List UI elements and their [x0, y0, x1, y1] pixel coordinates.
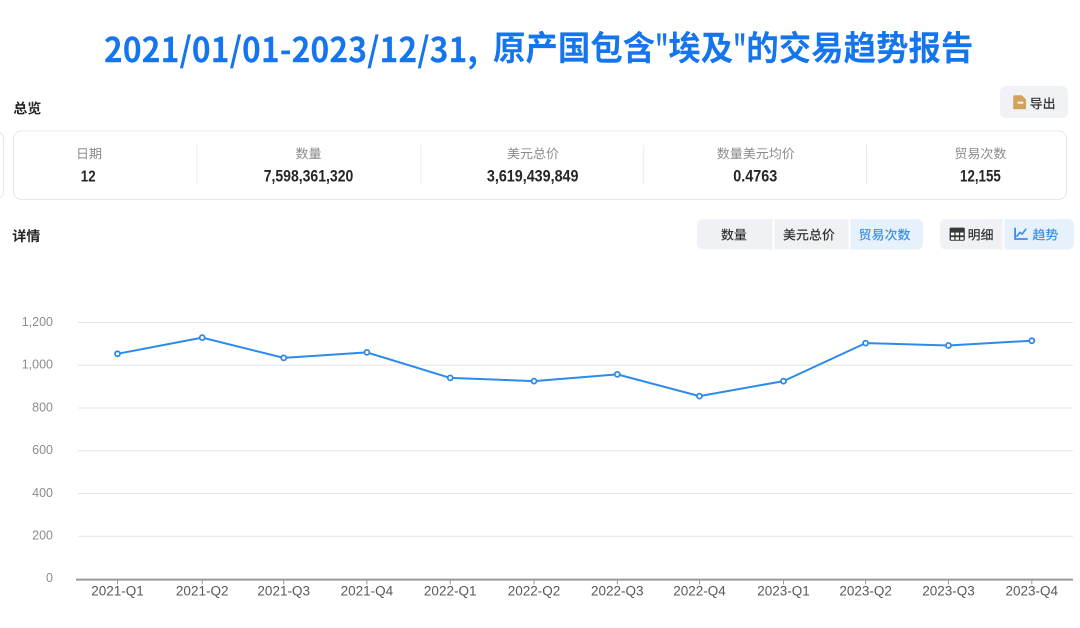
svg-text:12: 12: [81, 168, 96, 185]
svg-text:0.4763: 0.4763: [733, 167, 777, 185]
svg-text:800: 800: [32, 400, 53, 414]
svg-text:2023-Q1: 2023-Q1: [757, 584, 810, 599]
svg-text:2021-Q3: 2021-Q3: [257, 584, 310, 599]
svg-text:2022-Q2: 2022-Q2: [508, 584, 561, 599]
svg-text:3,619,439,849: 3,619,439,849: [487, 167, 579, 185]
svg-text:1,200: 1,200: [22, 315, 53, 329]
svg-text:2023-Q4: 2023-Q4: [1006, 584, 1059, 599]
svg-text:600: 600: [32, 443, 53, 457]
svg-text:2022-Q3: 2022-Q3: [591, 584, 644, 599]
svg-text:1,000: 1,000: [22, 358, 53, 372]
svg-text:2022-Q4: 2022-Q4: [673, 584, 726, 599]
svg-text:7,598,361,320: 7,598,361,320: [264, 166, 354, 185]
svg-text:2021-Q4: 2021-Q4: [341, 584, 394, 599]
svg-text:12,155: 12,155: [960, 167, 1001, 185]
svg-text:2021-Q1: 2021-Q1: [91, 584, 144, 599]
svg-text:2023-Q2: 2023-Q2: [839, 584, 892, 599]
svg-text:2022-Q1: 2022-Q1: [424, 584, 477, 599]
svg-text:2023-Q3: 2023-Q3: [922, 584, 975, 599]
svg-text:400: 400: [32, 486, 53, 500]
svg-text:2021-Q2: 2021-Q2: [176, 584, 229, 599]
svg-text:0: 0: [46, 571, 53, 585]
svg-text:200: 200: [32, 529, 53, 543]
